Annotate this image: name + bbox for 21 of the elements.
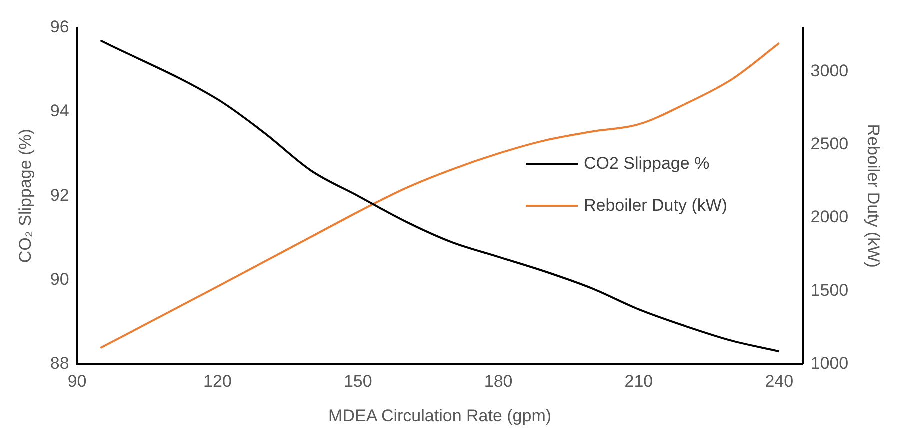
y-tick-label: 90 <box>50 270 70 289</box>
y-tick-label: 94 <box>50 102 70 121</box>
y2-axis-title: Reboiler Duty (kW) <box>864 124 884 268</box>
y-tick-label: 92 <box>50 186 70 205</box>
x-tick-label: 180 <box>484 372 513 392</box>
y2-tick-label: 2500 <box>810 134 849 154</box>
y-tick-label: 96 <box>50 18 70 37</box>
y-axis-title: CO₂ Slippage (%) <box>16 129 35 264</box>
legend-label: Reboiler Duty (kW) <box>584 196 728 216</box>
x-tick-label: 210 <box>624 372 654 392</box>
x-tick-label: 120 <box>204 372 232 392</box>
y2-tick-label: 1000 <box>810 354 849 373</box>
y2-tick-label: 1500 <box>810 280 849 300</box>
y2-tick-label: 2000 <box>810 208 849 227</box>
x-tick-label: 240 <box>765 372 794 392</box>
y-tick-label: 88 <box>50 354 70 373</box>
legend-label: CO2 Slippage % <box>584 154 710 174</box>
x-tick-label: 150 <box>344 372 372 392</box>
x-tick-label: 90 <box>68 372 87 392</box>
x-axis-title: MDEA Circulation Rate (gpm) <box>328 406 552 426</box>
y2-tick-label: 3000 <box>810 62 849 81</box>
